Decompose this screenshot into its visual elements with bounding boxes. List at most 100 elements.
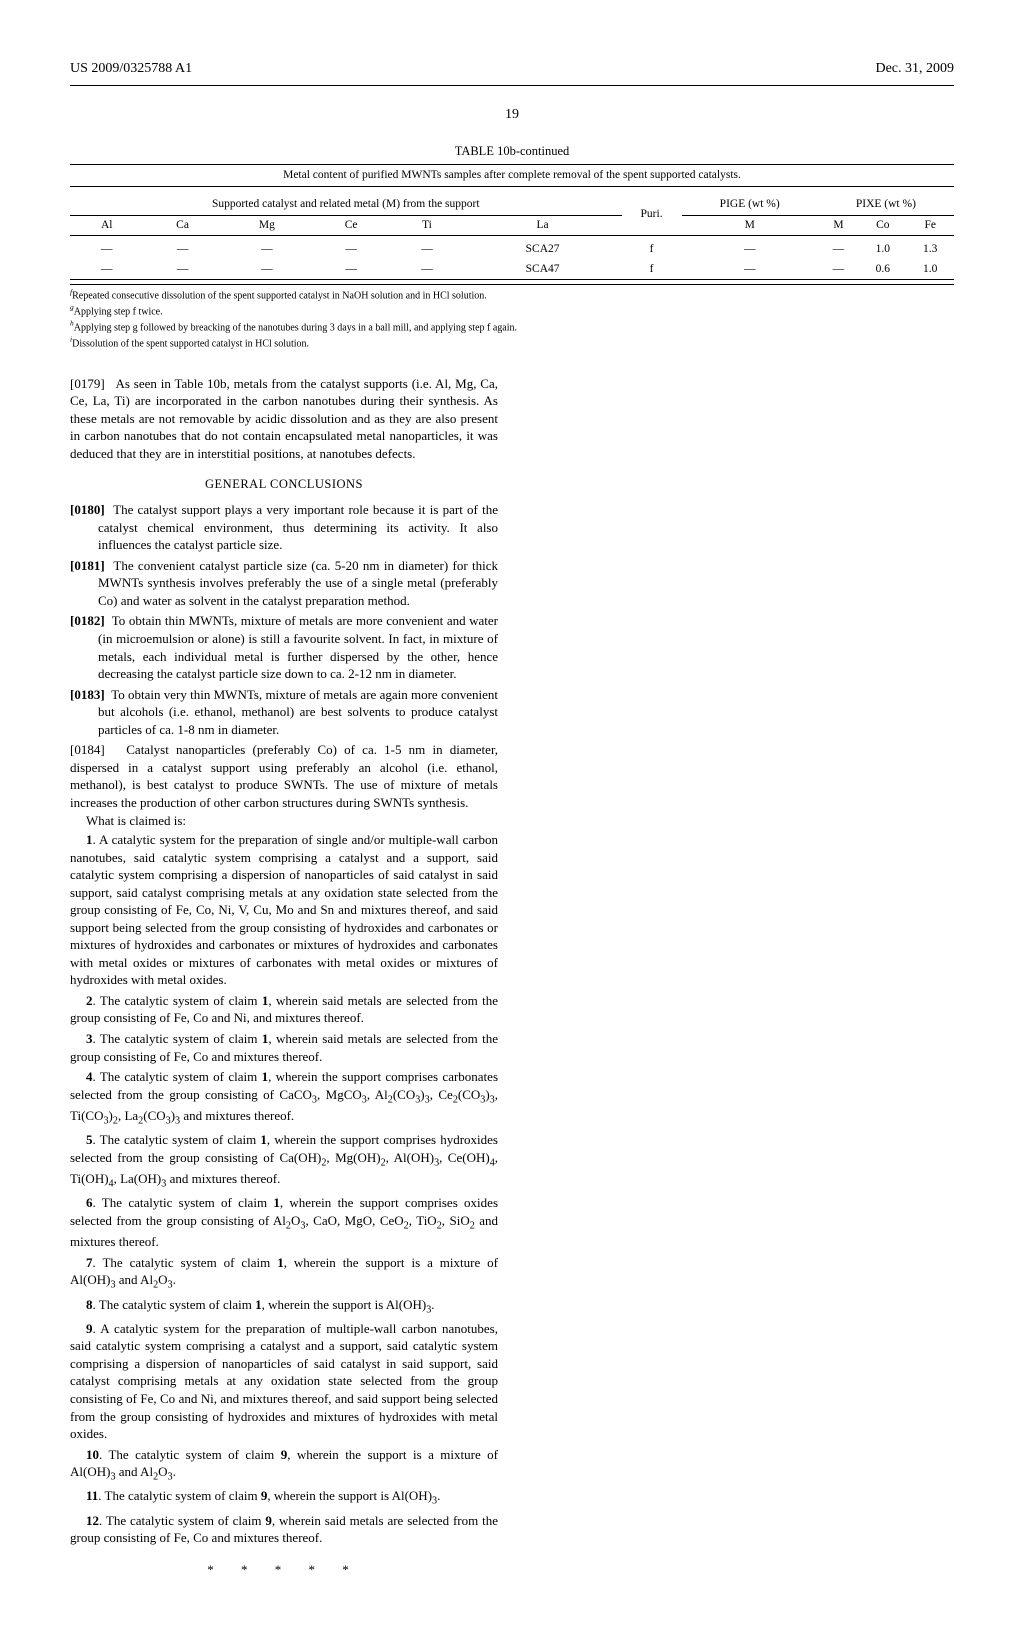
cell: — [682,240,818,260]
claim-12: 12. The catalytic system of claim 9, whe… [70,1512,498,1547]
claim-text: , wherein the support is [262,1297,386,1312]
para-0179: [0179] As seen in Table 10b, metals from… [70,375,498,463]
para-number: [0181] [70,558,105,573]
claim-text: . The catalytic system of claim [93,1297,256,1312]
page-header: US 2009/0325788 A1 Dec. 31, 2009 [70,60,954,79]
col-group-pige: PIGE (wt %) [682,195,818,215]
col-puri: Puri. [622,195,682,236]
claim-text: . A catalytic system for the preparation… [70,832,498,987]
claim-2: 2. The catalytic system of claim 1, wher… [70,992,498,1027]
cell: SCA27 [464,240,622,260]
claims-section: 1. A catalytic system for the preparatio… [70,831,498,1547]
para-number: [0179] [70,376,105,391]
claim-number: 10 [86,1447,99,1462]
list-text: The catalyst support plays a very import… [98,502,498,552]
list-item: [0181] The convenient catalyst particle … [70,557,498,610]
list-text: To obtain very thin MWNTs, mixture of me… [98,687,498,737]
col-ce: Ce [312,215,390,236]
footnote-i: iDissolution of the spent supported cata… [70,335,954,351]
doc-date: Dec. 31, 2009 [875,60,954,79]
cell: — [312,260,390,280]
claim-text: . [173,1464,176,1479]
cell: — [143,240,221,260]
table-row: — — — — — SCA27 f — — 1.0 1.3 [70,240,954,260]
table-caption: Metal content of purified MWNTs samples … [70,164,954,188]
cell: — [682,260,818,280]
claim-11: 11. The catalytic system of claim 9, whe… [70,1487,498,1508]
col-fe: Fe [906,215,954,236]
table-footnotes: fRepeated consecutive dissolution of the… [70,284,954,350]
claim-5: 5. The catalytic system of claim 1, wher… [70,1131,498,1191]
claim-text: . The catalytic system of claim [99,1447,281,1462]
claim-text: , wherein the support is a mixture of [287,1447,498,1462]
claim-text: , wherein the support is [267,1488,391,1503]
section-heading: GENERAL CONCLUSIONS [70,476,498,493]
claim-8: 8. The catalytic system of claim 1, wher… [70,1296,498,1317]
cell: SCA47 [464,260,622,280]
cell: f [622,260,682,280]
para-0184: [0184] Catalyst nanoparticles (preferabl… [70,741,498,811]
claim-text: . The catalytic system of claim [93,1069,262,1084]
claims-intro: What is claimed is: [70,812,498,830]
col-m-pixe: M [818,215,859,236]
claim-text: . The catalytic system of claim [93,1195,274,1210]
list-item: [0180] The catalyst support plays a very… [70,501,498,554]
para-text: As seen in Table 10b, metals from the ca… [70,376,498,461]
footnote-h: hApplying step g followed by breacking o… [70,319,954,335]
claim-10: 10. The catalytic system of claim 9, whe… [70,1446,498,1485]
list-text: The convenient catalyst particle size (c… [98,558,498,608]
col-la: La [464,215,622,236]
doc-number: US 2009/0325788 A1 [70,60,192,79]
end-marks: * * * * * [70,1561,498,1579]
claim-9: 9. A catalytic system for the preparatio… [70,1320,498,1443]
para-number: [0184] [70,742,105,757]
conclusions-list: [0180] The catalyst support plays a very… [70,501,498,738]
table-row: — — — — — SCA47 f — — 0.6 1.0 [70,260,954,280]
claim-text: . [437,1488,440,1503]
data-table: Supported catalyst and related metal (M)… [70,195,954,280]
table-10b: TABLE 10b-continued Metal content of pur… [70,143,954,351]
cell: 1.0 [859,240,906,260]
page-number: 19 [70,106,954,125]
claim-number: 12 [86,1513,99,1528]
claim-7: 7. The catalytic system of claim 1, wher… [70,1254,498,1293]
claim-4: 4. The catalytic system of claim 1, wher… [70,1068,498,1128]
cell: 1.0 [906,260,954,280]
col-co: Co [859,215,906,236]
cell: 1.3 [906,240,954,260]
header-rule [70,85,954,86]
claim-3: 3. The catalytic system of claim 1, wher… [70,1030,498,1065]
claim-text: and mixtures thereof. [166,1171,280,1186]
list-item: [0182] To obtain thin MWNTs, mixture of … [70,612,498,682]
claim-text: . The catalytic system of claim [98,1488,261,1503]
list-item: [0183] To obtain very thin MWNTs, mixtur… [70,686,498,739]
cell: — [222,260,312,280]
claim-text: . The catalytic system of claim [93,993,262,1008]
para-number: [0183] [70,687,105,702]
para-number: [0182] [70,613,105,628]
cell: — [390,260,463,280]
cell: 0.6 [859,260,906,280]
para-number: [0180] [70,502,105,517]
col-m-pige: M [682,215,818,236]
para-text: Catalyst nanoparticles (preferably Co) o… [70,742,498,810]
claim-text: . The catalytic system of claim [93,1255,278,1270]
claim-1: 1. A catalytic system for the preparatio… [70,831,498,989]
cell: — [70,240,143,260]
footnote-g: gApplying step f twice. [70,303,954,319]
body-columns: [0179] As seen in Table 10b, metals from… [70,375,954,1579]
list-text: To obtain thin MWNTs, mixture of metals … [98,613,498,681]
claim-text: . A catalytic system for the preparation… [70,1321,498,1441]
cell: — [390,240,463,260]
cell: — [818,240,859,260]
claim-text: . The catalytic system of claim [99,1513,265,1528]
claim-number: 11 [86,1488,98,1503]
col-ca: Ca [143,215,221,236]
footnote-f: fRepeated consecutive dissolution of the… [70,287,954,303]
claim-text: , wherein the support is a mixture of [284,1255,498,1270]
col-al: Al [70,215,143,236]
claim-text: . [173,1272,176,1287]
col-mg: Mg [222,215,312,236]
cell: — [818,260,859,280]
cell: — [143,260,221,280]
